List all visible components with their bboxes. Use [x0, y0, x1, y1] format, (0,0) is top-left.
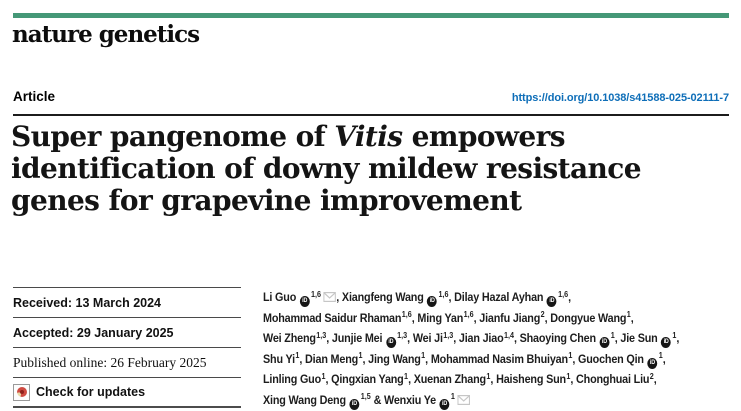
author-name: Wei Ji — [412, 331, 443, 346]
author-name: Jianfu Jiang — [479, 310, 541, 325]
article-type-label: Article — [13, 89, 56, 104]
article-meta-column: Received: 13 March 2024 Accepted: 29 Jan… — [13, 287, 241, 408]
article-title: Super pangenome of Vitis empowers identif… — [11, 121, 733, 217]
author-affiliation-superscript: 1,6 — [438, 289, 449, 299]
author-name: Mohammad Saidur Rhaman — [263, 310, 402, 325]
author-affiliation-superscript: 1 — [358, 351, 363, 361]
title-line: genes for grapevine improvement — [11, 184, 522, 217]
author-name: Xuenan Zhang — [413, 372, 486, 387]
author-affiliation-superscript: 1,6 — [558, 289, 569, 299]
accepted-date: Accepted: 29 January 2025 — [13, 325, 174, 340]
author-affiliation-superscript: 1 — [626, 310, 631, 320]
author-affiliation-superscript: 1 — [295, 351, 300, 361]
author-name: Xiangfeng Wang — [341, 290, 424, 304]
author-affiliation-superscript: 1 — [486, 371, 491, 381]
author-affiliation-superscript: 1,6 — [310, 289, 321, 299]
author-affiliation-superscript: 1 — [566, 371, 571, 381]
author-affiliation-superscript: 1 — [610, 330, 615, 340]
orcid-icon — [427, 296, 438, 307]
author-name: Linling Guo — [263, 372, 322, 387]
author-affiliation-superscript: 2 — [649, 371, 654, 381]
check-for-updates-label: Check for updates — [36, 385, 146, 399]
author-name: Junjie Mei — [331, 331, 383, 346]
author-line: Shu Yi1, Dian Meng1, Jing Wang1, Mohamma… — [263, 350, 686, 371]
check-for-updates-button[interactable]: Check for updates — [13, 377, 241, 406]
orcid-icon — [546, 296, 557, 307]
author-name: Dian Meng — [305, 351, 359, 366]
author-list: Li Guo1,6, Xiangfeng Wang1,6, Dilay Haza… — [263, 288, 733, 411]
author-name: Jie Sun — [620, 331, 658, 346]
author-name: Shaoying Chen — [519, 331, 596, 346]
journal-masthead: nature genetics — [12, 21, 200, 48]
author-affiliation-superscript: 1,6 — [401, 310, 412, 320]
author-affiliation-superscript: 1 — [568, 351, 573, 361]
author-line: Mohammad Saidur Rhaman1,6, Ming Yan1,6, … — [263, 310, 634, 325]
received-date: Received: 13 March 2024 — [13, 295, 162, 310]
orcid-icon — [661, 337, 672, 349]
author-name: Mohammad Nasim Bhuiyan — [430, 351, 568, 366]
header-divider — [13, 114, 729, 116]
author-line: Xing Wang Deng1,5 & Wenxiu Ye1 — [263, 391, 686, 411]
title-line: identification of downy mildew resistanc… — [11, 152, 642, 185]
author-name: Wenxiu Ye — [384, 392, 437, 407]
orcid-icon — [385, 337, 396, 349]
author-line: Li Guo1,6, Xiangfeng Wang1,6, Dilay Haza… — [263, 288, 686, 309]
author-affiliation-superscript: 1 — [404, 371, 409, 381]
orcid-icon — [299, 296, 310, 307]
accepted-row: Accepted: 29 January 2025 — [13, 317, 241, 347]
author-name: Li Guo — [263, 290, 297, 304]
email-icon — [323, 291, 337, 305]
author-name: Wei Zheng — [263, 331, 316, 346]
author-affiliation-superscript: 1,3 — [443, 330, 454, 340]
author-name: Xing Wang Deng — [263, 392, 346, 407]
author-name: Chonghuai Liu — [576, 372, 650, 387]
received-row: Received: 13 March 2024 — [13, 287, 241, 317]
author-name: Shu Yi — [263, 351, 295, 366]
author-name: Ming Yan — [417, 310, 464, 325]
author-line: Wei Zheng1,3, Junjie Mei1,3, Wei Ji1,3, … — [263, 329, 686, 350]
orcid-icon — [647, 357, 658, 369]
published-online-date: Published online: 26 February 2025 — [13, 354, 207, 370]
author-affiliation-superscript: 1 — [321, 371, 326, 381]
author-name: Qingxian Yang — [331, 372, 404, 387]
author-affiliation-superscript: 1 — [672, 330, 677, 340]
author-affiliation-superscript: 1 — [421, 351, 426, 361]
author-affiliation-superscript: 1,3 — [316, 330, 327, 340]
author-name: Dongyue Wang — [550, 310, 627, 325]
doi-link[interactable]: https://doi.org/10.1038/s41588-025-02111… — [511, 92, 729, 104]
published-online-row: Published online: 26 February 2025 — [13, 347, 241, 377]
author-affiliation-superscript: 1,3 — [397, 330, 408, 340]
author-line: Linling Guo1, Qingxian Yang1, Xuenan Zha… — [263, 371, 657, 387]
author-name: Jian Jiao — [458, 331, 504, 346]
article-header-row: Article https://doi.org/10.1038/s41588-0… — [13, 89, 729, 104]
author-name: Jing Wang — [368, 351, 421, 366]
author-affiliation-superscript: 2 — [540, 310, 545, 320]
author-affiliation-superscript: 1,4 — [503, 330, 514, 340]
email-icon — [457, 394, 471, 408]
brand-color-bar — [13, 13, 729, 18]
author-affiliation-superscript: 1,5 — [360, 392, 371, 402]
author-affiliation-superscript: 1 — [450, 392, 455, 402]
orcid-icon — [599, 337, 610, 349]
author-name: Dilay Hazal Ayhan — [454, 290, 544, 304]
author-name: Guochen Qin — [578, 351, 644, 366]
orcid-icon — [439, 398, 450, 410]
author-affiliation-superscript: 1,6 — [463, 310, 474, 320]
author-affiliation-superscript: 1 — [658, 351, 663, 361]
author-name: Haisheng Sun — [496, 372, 566, 387]
orcid-icon — [349, 398, 360, 410]
title-line: Super pangenome of Vitis empowers — [11, 120, 566, 153]
crossmark-icon — [13, 383, 30, 401]
